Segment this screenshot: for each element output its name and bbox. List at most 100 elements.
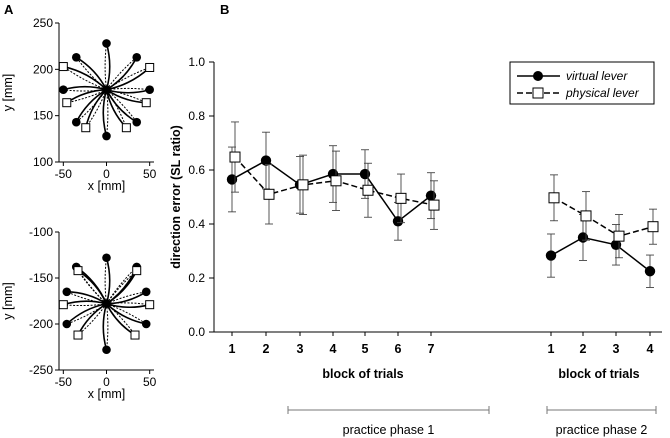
physical-lever-point [229, 151, 241, 163]
physical-lever-point [428, 199, 440, 211]
panel-a-letter: A [4, 2, 14, 17]
trajectory-path [77, 269, 108, 305]
x-axis-label: x [mm] [88, 179, 126, 193]
x-tick-label: 5 [362, 342, 369, 356]
x-axis-label-phase1: block of trials [322, 367, 403, 381]
panel-b-letter: B [220, 2, 229, 17]
physical-target-marker [130, 330, 140, 340]
trajectory-path [105, 43, 111, 90]
physical-lever-point [330, 175, 342, 187]
x-tick-label: 2 [263, 342, 270, 356]
y-tick-label: 0.2 [188, 271, 205, 285]
virtual-target-marker [71, 52, 81, 62]
virtual-target-marker [141, 319, 151, 329]
y-tick-label: -150 [29, 271, 53, 285]
physical-lever-point [297, 179, 309, 191]
x-tick-label: 2 [580, 342, 587, 356]
x-tick-label: 7 [428, 342, 435, 356]
physical-target-marker [73, 330, 83, 340]
trajectory-path [105, 257, 111, 304]
trajectory-path [77, 270, 107, 305]
panel-a-top-plot: -50 0 50 100 150 200 250 x [mm] y [mm] [1, 16, 157, 193]
virtual-target-marker [132, 52, 142, 62]
trajectory-path [106, 303, 109, 350]
x-tick-label: -50 [55, 375, 73, 389]
virtual-target-marker [102, 253, 111, 263]
y-tick-label: 100 [33, 155, 53, 169]
physical-target-marker [121, 123, 131, 133]
physical-lever-point [580, 210, 592, 222]
trajectory-path [104, 43, 107, 90]
y-axis-label: direction error (SL ratio) [169, 125, 183, 269]
virtual-lever-line [550, 236, 651, 272]
x-tick-label: 3 [613, 342, 620, 356]
y-tick-label: 0.8 [188, 109, 205, 123]
trajectory-path [102, 303, 108, 350]
legend-virtual-marker [533, 71, 543, 81]
physical-target-marker [73, 266, 83, 276]
x-tick-label: 6 [395, 342, 402, 356]
virtual-lever-point [545, 250, 557, 261]
x-tick-label: 1 [229, 342, 236, 356]
virtual-target-marker [102, 39, 111, 48]
legend-virtual-label: virtual lever [566, 69, 628, 83]
virtual-lever-point [359, 168, 371, 180]
x-tick-label: 50 [143, 167, 157, 181]
y-tick-label: -100 [29, 225, 53, 239]
virtual-target-marker [71, 117, 81, 127]
y-axis-label: y [mm] [1, 282, 15, 320]
virtual-target-marker [59, 85, 68, 95]
x-tick-label: 50 [143, 375, 157, 389]
physical-target-marker [62, 98, 72, 108]
panel-b-plot: 0.0 0.2 0.4 0.6 0.8 1.0 1 2 3 4 5 6 7 1 2 3 4 block of tr… [169, 55, 662, 437]
physical-target-marker [81, 123, 91, 133]
x-tick-label: 1 [548, 342, 555, 356]
x-axis-label-phase2: block of trials [558, 367, 639, 381]
physical-target-marker [145, 300, 155, 310]
virtual-target-marker [145, 85, 154, 95]
x-axis-label: x [mm] [88, 387, 126, 401]
physical-lever-point [362, 184, 374, 196]
start-point-marker [102, 85, 111, 95]
y-tick-label: -250 [29, 363, 53, 377]
physical-target-marker [145, 62, 155, 72]
virtual-target-marker [102, 131, 111, 141]
y-tick-label: 0.0 [188, 325, 205, 339]
physical-lever-point [263, 188, 275, 200]
physical-lever-line [553, 197, 654, 237]
x-tick-label: 3 [297, 342, 304, 356]
physical-lever-point [647, 221, 659, 233]
y-tick-label: 150 [33, 109, 53, 123]
trajectory-path [106, 88, 150, 94]
trajectory-path [106, 291, 147, 305]
start-point-marker [102, 299, 111, 309]
y-tick-label: 1.0 [188, 55, 205, 69]
phase-label: practice phase 2 [556, 423, 648, 437]
y-tick-label: -200 [29, 317, 53, 331]
virtual-lever-point [425, 190, 437, 201]
virtual-target-marker [102, 345, 111, 355]
y-tick-label: 200 [33, 62, 53, 76]
virtual-lever-point [577, 232, 589, 243]
virtual-target-marker [62, 319, 72, 329]
legend-physical-label: physical lever [565, 86, 640, 100]
x-tick-label: 4 [647, 342, 654, 356]
panel-a-bottom-plot: -50 0 50 -250 -200 -150 -100 x [mm] y [mm] [1, 225, 157, 401]
phase-label: practice phase 1 [343, 423, 435, 437]
trajectory-path [63, 300, 107, 306]
y-tick-label: 0.6 [188, 163, 205, 177]
x-tick-label: -50 [55, 167, 73, 181]
trajectory-path [104, 257, 107, 304]
virtual-lever-point [260, 155, 272, 166]
physical-target-marker [132, 266, 142, 276]
x-tick-label: 0 [103, 375, 110, 389]
physical-target-marker [141, 98, 151, 108]
physical-lever-point [548, 192, 560, 204]
physical-target-marker [58, 300, 68, 310]
trajectory-path [106, 291, 147, 305]
virtual-target-marker [141, 287, 151, 297]
x-tick-label: 0 [103, 167, 110, 181]
y-tick-label: 250 [33, 16, 53, 30]
physical-lever-point [613, 230, 625, 242]
